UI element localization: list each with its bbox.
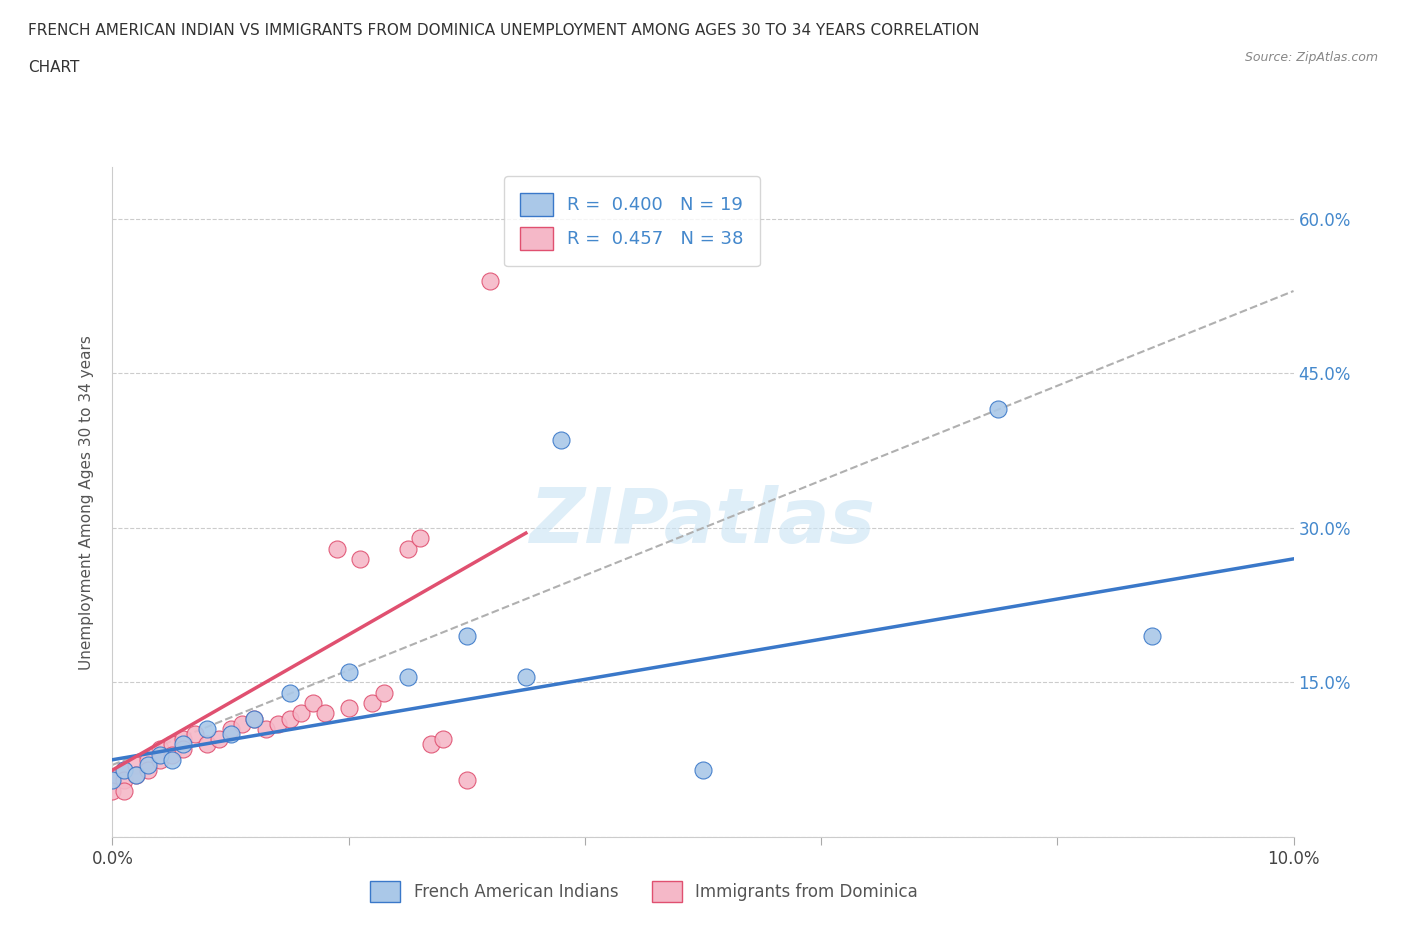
Point: [172, 737, 194, 751]
Point: [987, 402, 1010, 417]
Point: [219, 722, 242, 737]
Point: [361, 696, 384, 711]
Point: [432, 732, 454, 747]
Point: [1140, 629, 1163, 644]
Point: [160, 747, 183, 762]
Point: [160, 737, 183, 751]
Point: [149, 752, 172, 767]
Point: [373, 685, 395, 700]
Point: [149, 747, 172, 762]
Y-axis label: Unemployment Among Ages 30 to 34 years: Unemployment Among Ages 30 to 34 years: [79, 335, 94, 670]
Point: [326, 541, 349, 556]
Point: [456, 773, 478, 788]
Point: [396, 670, 419, 684]
Point: [479, 273, 502, 288]
Text: FRENCH AMERICAN INDIAN VS IMMIGRANTS FROM DOMINICA UNEMPLOYMENT AMONG AGES 30 TO: FRENCH AMERICAN INDIAN VS IMMIGRANTS FRO…: [28, 23, 980, 38]
Point: [243, 711, 266, 726]
Point: [172, 732, 194, 747]
Text: Source: ZipAtlas.com: Source: ZipAtlas.com: [1244, 51, 1378, 64]
Point: [515, 670, 537, 684]
Point: [349, 551, 371, 566]
Point: [136, 757, 159, 772]
Point: [314, 706, 336, 721]
Point: [195, 722, 218, 737]
Point: [125, 768, 148, 783]
Point: [290, 706, 312, 721]
Point: [125, 757, 148, 772]
Point: [112, 763, 135, 777]
Point: [101, 773, 124, 788]
Text: CHART: CHART: [28, 60, 80, 75]
Point: [136, 752, 159, 767]
Point: [254, 722, 277, 737]
Point: [278, 685, 301, 700]
Point: [337, 665, 360, 680]
Point: [219, 726, 242, 741]
Legend: French American Indians, Immigrants from Dominica: French American Indians, Immigrants from…: [364, 874, 924, 909]
Point: [243, 711, 266, 726]
Point: [172, 742, 194, 757]
Point: [231, 716, 253, 731]
Point: [101, 783, 124, 798]
Point: [195, 737, 218, 751]
Point: [550, 433, 572, 448]
Point: [456, 629, 478, 644]
Point: [302, 696, 325, 711]
Point: [337, 701, 360, 716]
Point: [136, 763, 159, 777]
Point: [112, 773, 135, 788]
Point: [420, 737, 443, 751]
Point: [101, 773, 124, 788]
Point: [184, 726, 207, 741]
Point: [267, 716, 290, 731]
Point: [408, 531, 430, 546]
Point: [112, 763, 135, 777]
Point: [396, 541, 419, 556]
Point: [692, 763, 714, 777]
Point: [208, 732, 231, 747]
Text: ZIPatlas: ZIPatlas: [530, 485, 876, 559]
Point: [149, 742, 172, 757]
Point: [278, 711, 301, 726]
Point: [112, 783, 135, 798]
Point: [125, 768, 148, 783]
Point: [160, 752, 183, 767]
